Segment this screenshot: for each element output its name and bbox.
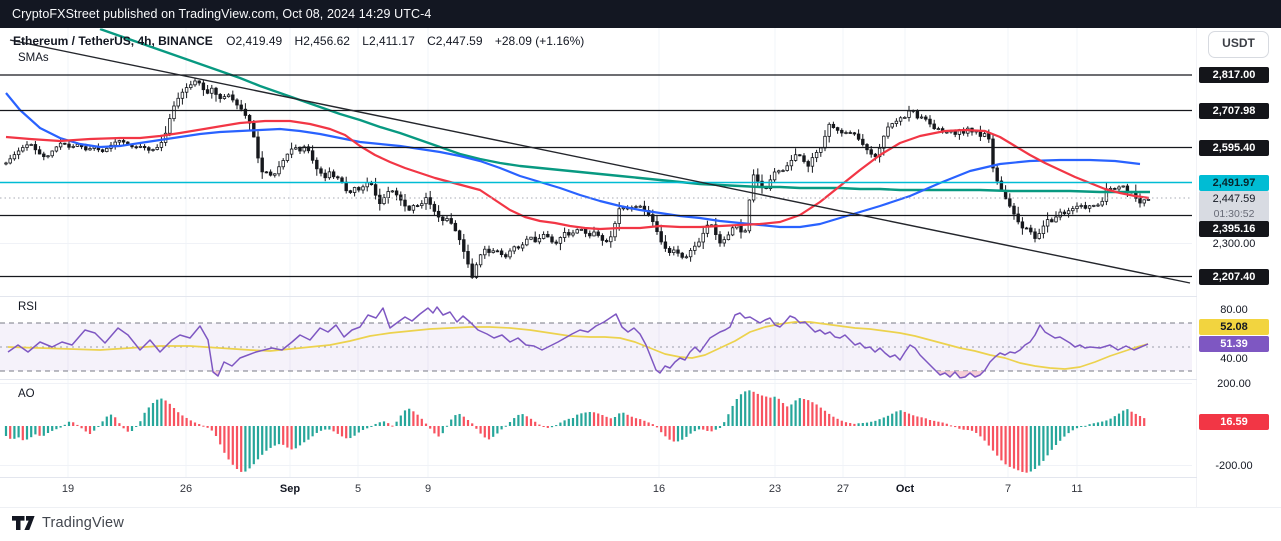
current-price-label: 2,447.59 01:30:52 — [1199, 191, 1269, 222]
time-axis-label: 5 — [354, 483, 362, 495]
countdown-timer: 01:30:52 — [1213, 208, 1255, 220]
price-scale-label: -200.00 — [1215, 459, 1253, 472]
tradingview-logo[interactable]: TradingView — [12, 515, 124, 531]
publish-info-bar: CryptoFXStreet published on TradingView.… — [0, 0, 1281, 28]
ohlc-open: O2,419.49 — [226, 34, 283, 48]
price-scale-label: 2,395.16 — [1199, 221, 1269, 237]
price-scale-label: 200.00 — [1217, 377, 1251, 390]
smas-indicator-label[interactable]: SMAs — [18, 52, 49, 64]
price-scale-label: 2,207.40 — [1199, 268, 1269, 285]
currency-toggle-button[interactable]: USDT — [1208, 31, 1269, 58]
rsi-indicator-label[interactable]: RSI — [18, 301, 38, 313]
time-axis-label: 9 — [424, 483, 432, 495]
tradingview-logo-text: TradingView — [42, 515, 124, 531]
price-scale-label: 16.59 — [1199, 413, 1269, 430]
price-scale-label: 51.39 — [1199, 336, 1269, 352]
time-axis-label: 16 — [652, 483, 666, 495]
ohlc-close: C2,447.59 — [427, 34, 483, 48]
time-axis-label: 7 — [1004, 483, 1012, 495]
time-axis-label: Sep — [279, 483, 301, 495]
price-scale-label: 2,491.97 — [1199, 174, 1269, 191]
price-scale-label: 2,595.40 — [1199, 139, 1269, 156]
price-change: +28.09 (+1.16%) — [494, 34, 585, 48]
time-axis-label: 11 — [1071, 483, 1083, 495]
time-axis-label: 19 — [61, 483, 75, 495]
time-axis-label: Oct — [895, 483, 915, 495]
time-axis-label: 23 — [768, 483, 782, 495]
tradingview-logo-icon — [12, 516, 35, 530]
symbol-header: Ethereum / TetherUS, 4h, BINANCE O2,419.… — [13, 34, 593, 48]
time-axis-label: 27 — [836, 483, 850, 495]
price-scale-label: 2,707.98 — [1199, 102, 1269, 119]
attribution-footer: TradingView — [0, 507, 1281, 541]
price-scale-label: 80.00 — [1220, 304, 1248, 316]
time-axis-label: 26 — [179, 483, 193, 495]
ohlc-low: L2,411.17 — [362, 34, 415, 48]
price-scale-label: 2,817.00 — [1199, 67, 1269, 83]
price-scale-label: 40.00 — [1220, 352, 1248, 365]
ao-indicator-label[interactable]: AO — [18, 388, 35, 400]
price-scale[interactable]: 2,817.00 2,707.98 2,595.40 2,491.97 2,447.59… — [1197, 28, 1281, 507]
symbol-title[interactable]: Ethereum / TetherUS, 4h, BINANCE — [13, 34, 213, 48]
ohlc-high: H2,456.62 — [294, 34, 350, 48]
publish-info-text: CryptoFXStreet published on TradingView.… — [12, 7, 432, 21]
price-scale-label: 2,300.00 — [1212, 237, 1256, 250]
price-scale-label: 52.08 — [1199, 319, 1269, 335]
